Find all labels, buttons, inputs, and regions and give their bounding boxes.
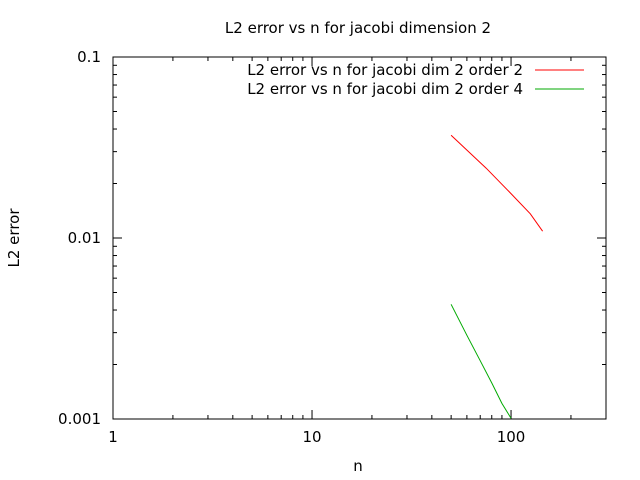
axis-ticks: 1 10 100 0.001 0.01 0.1 bbox=[58, 48, 607, 446]
x-tick-label: 1 bbox=[108, 428, 118, 446]
y-tick-label: 0.001 bbox=[58, 410, 101, 428]
series-lines bbox=[450, 134, 544, 419]
series-line-2 bbox=[450, 304, 512, 419]
legend: L2 error vs n for jacobi dim 2 order 2L2… bbox=[247, 61, 584, 98]
legend-label-2: L2 error vs n for jacobi dim 2 order 4 bbox=[247, 80, 523, 98]
legend-label-1: L2 error vs n for jacobi dim 2 order 2 bbox=[247, 61, 523, 79]
x-tick-label: 10 bbox=[302, 428, 321, 446]
y-axis-label: L2 error bbox=[5, 208, 23, 268]
x-tick-label: 100 bbox=[497, 428, 526, 446]
series-line-1 bbox=[450, 134, 544, 232]
chart-title: L2 error vs n for jacobi dimension 2 bbox=[225, 19, 491, 37]
y-tick-label: 0.01 bbox=[68, 229, 101, 247]
y-tick-label: 0.1 bbox=[77, 48, 101, 66]
x-axis-label: n bbox=[353, 457, 363, 475]
plot-area-border bbox=[112, 56, 607, 420]
